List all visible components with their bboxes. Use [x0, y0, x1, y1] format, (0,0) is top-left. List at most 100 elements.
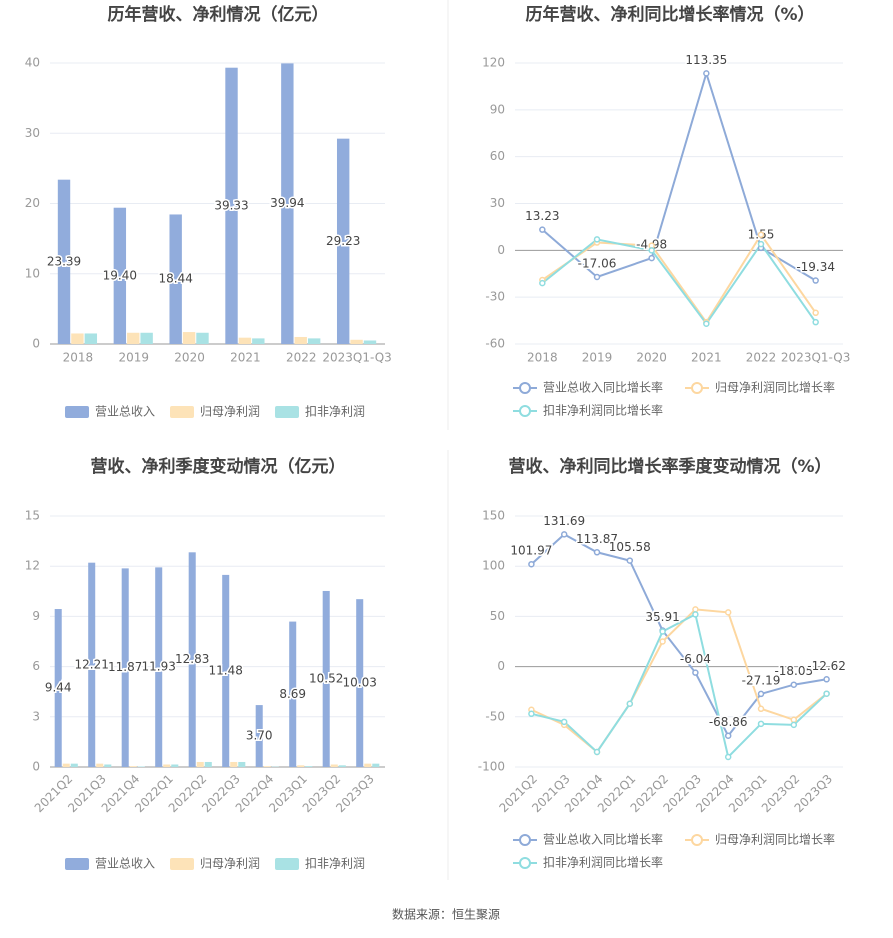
point [595, 749, 600, 754]
data-label: 18.44 [159, 272, 193, 286]
bar [85, 333, 97, 344]
bar [305, 766, 312, 767]
data-label: 8.69 [279, 687, 306, 701]
data-label: 12.83 [175, 652, 209, 666]
bar [71, 764, 78, 767]
point [540, 227, 545, 232]
bar [104, 764, 111, 767]
bar [295, 337, 307, 344]
bar [96, 764, 103, 767]
point [726, 754, 731, 759]
point [813, 310, 818, 315]
data-label: 29.23 [326, 234, 360, 248]
chart-title: 营收、净利同比增长率季度变动情况（%） [508, 456, 831, 477]
bar [372, 764, 379, 767]
data-label: 10.03 [343, 676, 377, 690]
point [595, 274, 600, 279]
point [791, 717, 796, 722]
y-tick-label: 150 [482, 509, 505, 523]
data-label: 19.40 [103, 268, 137, 282]
chart-title: 历年营收、净利同比增长率情况（%） [525, 4, 814, 25]
bar [130, 766, 137, 767]
legend-swatch [520, 858, 530, 868]
legend-label: 扣非净利润同比增长率 [543, 855, 663, 870]
bar [127, 333, 139, 344]
bar [171, 764, 178, 767]
x-tick-label: 2022 [746, 351, 777, 365]
y-tick-label: 20 [25, 196, 40, 210]
legend-swatch [275, 406, 299, 418]
point [529, 562, 534, 567]
bar [63, 764, 70, 767]
data-label: 13.23 [525, 209, 559, 223]
point [759, 721, 764, 726]
legend-label: 归母净利润 [200, 405, 260, 419]
x-tick-label: 2022 [286, 351, 317, 365]
y-tick-label: 0 [32, 760, 40, 774]
y-tick-label: 30 [490, 196, 505, 210]
data-label: 39.33 [214, 198, 248, 212]
y-tick-label: 40 [25, 56, 40, 70]
legend-swatch [520, 835, 530, 845]
point [660, 629, 665, 634]
point [824, 677, 829, 682]
legend-label: 扣非净利润同比增长率 [543, 403, 663, 418]
chart-title: 历年营收、净利情况（亿元） [108, 4, 329, 25]
legend-label: 营业总收入 [95, 405, 155, 419]
y-tick-label: -100 [478, 760, 505, 774]
chart-title: 营收、净利季度变动情况（亿元） [91, 456, 346, 477]
bar [308, 338, 320, 344]
data-label: 11.93 [142, 660, 176, 674]
point [759, 706, 764, 711]
y-tick-label: 15 [25, 509, 40, 523]
point [813, 320, 818, 325]
point [693, 612, 698, 617]
legend-label: 归母净利润同比增长率 [715, 832, 835, 847]
x-tick-label: 2018 [527, 351, 558, 365]
x-tick-label: 2019 [118, 351, 149, 365]
bar [196, 333, 208, 344]
point [704, 321, 709, 326]
legend-swatch [520, 406, 530, 416]
point [693, 607, 698, 612]
bar [264, 766, 271, 767]
bar [140, 333, 152, 344]
data-label: -17.06 [578, 256, 617, 270]
legend-swatch [65, 858, 89, 870]
data-label: 11.48 [209, 663, 243, 677]
data-label: 39.94 [270, 196, 304, 210]
y-tick-label: 0 [497, 243, 505, 257]
line [531, 534, 826, 735]
point [660, 639, 665, 644]
y-tick-label: -50 [485, 709, 505, 723]
legend-label: 归母净利润同比增长率 [715, 380, 835, 395]
data-label: 113.35 [685, 53, 727, 67]
legend-label: 营业总收入同比增长率 [543, 380, 663, 395]
data-label: 10.52 [309, 671, 343, 685]
legend-label: 营业总收入同比增长率 [543, 832, 663, 847]
bar [252, 338, 264, 344]
point [759, 242, 764, 247]
bar [364, 340, 376, 344]
point [791, 682, 796, 687]
bar [239, 338, 251, 344]
x-tick-label: 2023Q1-Q3 [322, 351, 391, 365]
y-tick-label: 3 [32, 709, 40, 723]
point [595, 550, 600, 555]
legend-swatch [275, 858, 299, 870]
x-tick-label: 2019 [582, 351, 613, 365]
legend-swatch [692, 835, 702, 845]
legend-swatch [692, 383, 702, 393]
point [759, 691, 764, 696]
y-tick-label: 0 [32, 337, 40, 351]
data-label: -6.04 [680, 652, 711, 666]
x-tick-label: 2020 [174, 351, 205, 365]
y-tick-label: -30 [485, 290, 505, 304]
bar [350, 340, 362, 344]
y-tick-label: 60 [490, 149, 505, 163]
data-label: 101.97 [510, 544, 552, 558]
point [627, 558, 632, 563]
y-tick-label: -60 [485, 337, 505, 351]
point [562, 719, 567, 724]
